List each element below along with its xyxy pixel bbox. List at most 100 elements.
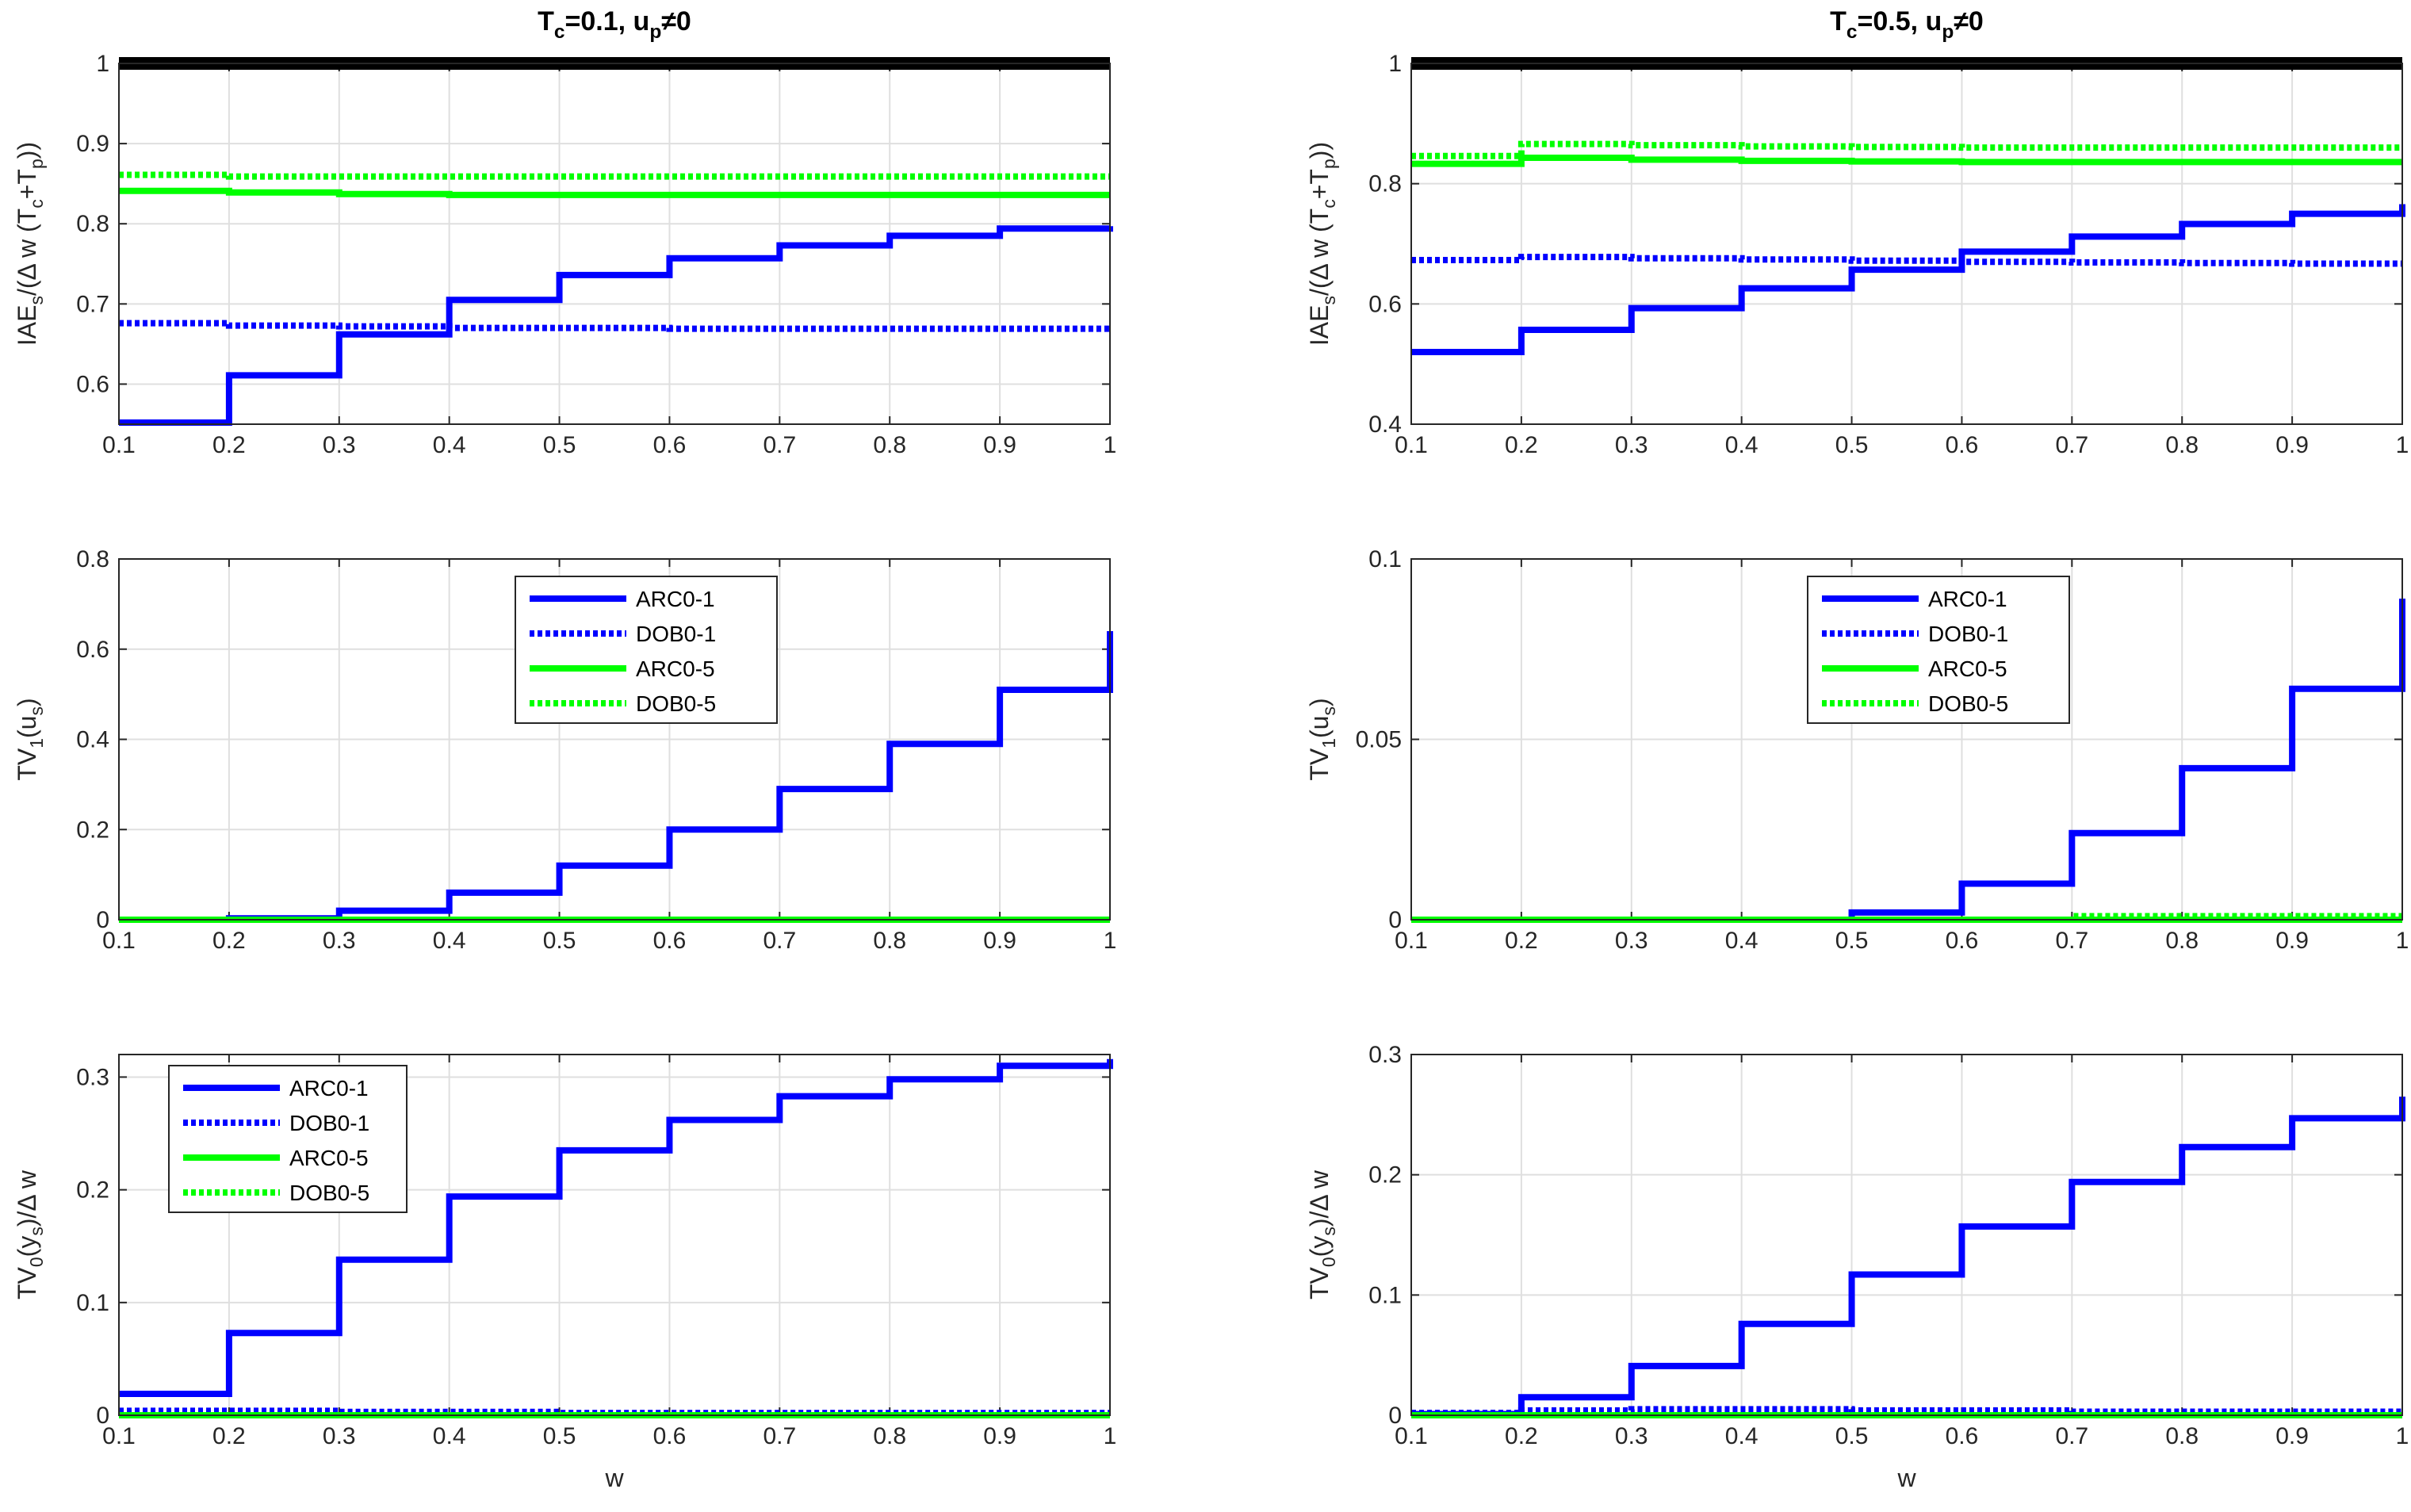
y-axis-label: TV0(ys)/Δ w [13, 1169, 47, 1300]
legend-label: DOB0-5 [289, 1181, 369, 1205]
axes-frame [1410, 63, 2403, 425]
series-line-arc0-1 [1411, 204, 2405, 355]
x-tick-label: 0.1 [1395, 1423, 1428, 1449]
x-tick-label: 1 [1104, 1423, 1117, 1449]
x-tick-label: 0.3 [323, 1423, 356, 1449]
subplot-left-mid: 0.1 0.2 0.3 0.4 0.5 0.6 0.7 0.8 0.9 1 0 0.2 0.4 0.6 0.… [13, 546, 1116, 954]
subplot-left-top: 0.1 0.2 0.3 0.4 0.5 0.6 0.7 0.8 0.9 1 0.6 0.7 0.8 0.9… [13, 6, 1116, 458]
series-line-arc0-1 [1411, 1097, 2405, 1418]
subplot-left-bot: 0.1 0.2 0.3 0.4 0.5 0.6 0.7 0.8 0.9 100.10.20.3TV… [13, 1054, 1117, 1492]
y-tick-label: 1 [1388, 51, 1402, 77]
y-tick-label: 0.6 [76, 371, 109, 397]
legend-label: DOB0-1 [636, 622, 716, 646]
series-line-dob0-1 [1411, 254, 2402, 267]
x-tick-label: 0.6 [653, 432, 687, 458]
x-tick-label: 0.1 [102, 1423, 136, 1449]
y-tick-label: 0.05 [1356, 727, 1402, 753]
text-part: ) [13, 698, 41, 706]
y-tick-label: 0.4 [1368, 411, 1402, 438]
x-tick-label: 0.5 [1835, 928, 1869, 954]
legend-label: DOB0-1 [1928, 622, 2008, 646]
text-part: IAE [13, 305, 41, 346]
text-part: /(Δ w (T [13, 209, 41, 296]
x-tick-label: 1 [2396, 1423, 2409, 1449]
x-tick-label: 0.8 [2165, 928, 2199, 954]
text-part: =0.5, u [1858, 6, 1942, 36]
x-tick-label: 0.1 [1395, 432, 1428, 458]
text-part: (u [1305, 716, 1334, 738]
y-axis-label: TV0(ys)/Δ w [1305, 1169, 1339, 1300]
subplot-right-bot: 0.1 0.2 0.3 0.4 0.5 0.6 0.7 0.8 0.9 100.10.20.3TV… [1305, 1042, 2409, 1492]
y-tick-label: 0.1 [1368, 546, 1402, 572]
legend: ARC0-1 DOB0-1 ARC0-5 DOB0-5 [1807, 576, 2070, 724]
subscript: s [1318, 706, 1339, 716]
subscript: p [26, 159, 47, 169]
subscript: p [1318, 159, 1339, 169]
y-tick-label: 0.2 [1368, 1162, 1402, 1189]
legend-label: DOB0-1 [289, 1111, 369, 1135]
subscript: c [26, 199, 47, 209]
y-tick-label: 0.8 [1368, 171, 1402, 197]
text-part: (u [13, 716, 41, 738]
x-axis-label: w [604, 1464, 624, 1492]
x-tick-label: 0.2 [1505, 928, 1538, 954]
subscript: c [1318, 199, 1339, 209]
axes-frame [118, 63, 1111, 425]
x-tick-label: 0.5 [1835, 432, 1869, 458]
y-tick-label: 0.2 [76, 817, 109, 843]
legend-label: ARC0-1 [289, 1076, 369, 1101]
x-tick-label: 0.7 [763, 1423, 796, 1449]
y-tick-label: 0 [1388, 1403, 1402, 1429]
series-line-dob0-1 [1411, 1406, 2402, 1416]
x-tick-label: 0.4 [1725, 1423, 1758, 1449]
series-line-dob0-5 [1411, 140, 2402, 159]
text-part: T [538, 6, 554, 36]
subscript: s [26, 296, 47, 305]
x-tick-label: 0.8 [2165, 432, 2199, 458]
text-part: =0.1, u [565, 6, 650, 36]
x-tick-label: 0.8 [2165, 1423, 2199, 1449]
subscript: 0 [26, 1257, 47, 1267]
y-tick-label: 0.6 [1368, 291, 1402, 317]
text-part: +T [1305, 169, 1334, 199]
x-tick-label: 0.2 [1505, 432, 1538, 458]
y-tick-label: 0 [1388, 907, 1402, 933]
y-tick-label: 0.1 [1368, 1282, 1402, 1308]
subplot-right-top: 0.1 0.2 0.3 0.4 0.5 0.6 0.7 0.8 0.9 1 0.4 0.6 0.8 1 IA… [1305, 6, 2409, 458]
text-part: )) [1305, 142, 1334, 159]
y-tick-label: 0.6 [76, 637, 109, 663]
text-part: (y [13, 1236, 41, 1257]
x-tick-label: 0.5 [543, 432, 576, 458]
subscript: s [1318, 1227, 1339, 1236]
text-part: )) [13, 142, 41, 159]
x-tick-label: 0.6 [653, 1423, 687, 1449]
x-tick-label: 0.2 [212, 928, 246, 954]
chart-title: Tc=0.1, up≠0 [538, 6, 691, 43]
series-line-dob0-5 [119, 171, 1110, 180]
text-part: +T [13, 169, 41, 199]
x-tick-label: 0.4 [1725, 432, 1758, 458]
x-tick-label: 0.5 [1835, 1423, 1869, 1449]
chart-title: Tc=0.5, up≠0 [1830, 6, 1984, 43]
series-line-arc0-1 [119, 1058, 1113, 1397]
series-line-arc0-5 [119, 187, 1110, 198]
y-tick-label: 0.1 [76, 1290, 109, 1316]
y-axis-label: TV1(us) [13, 698, 47, 780]
x-tick-label: 0.1 [1395, 928, 1428, 954]
legend-label: DOB0-5 [1928, 691, 2008, 716]
text-part: ) [1305, 698, 1334, 706]
x-tick-label: 0.2 [1505, 1423, 1538, 1449]
text-part: ≠0 [661, 6, 691, 36]
x-tick-label: 0.3 [323, 928, 356, 954]
subscript: c [554, 21, 565, 43]
x-tick-label: 0.2 [212, 432, 246, 458]
text-part: TV [1305, 1266, 1334, 1300]
x-tick-label: 0.4 [433, 432, 466, 458]
text-part: /(Δ w (T [1305, 209, 1334, 296]
axes-frame [118, 558, 1111, 921]
subplot-right-mid: 0.1 0.2 0.3 0.4 0.5 0.6 0.7 0.8 0.9 100.050.1TV1(… [1305, 546, 2409, 954]
y-axis-label: IAEs/(Δ w (Tc+Tp)) [1305, 142, 1339, 346]
text-part: T [1830, 6, 1847, 36]
y-tick-label: 0 [96, 1403, 109, 1429]
subscript: 1 [26, 738, 47, 748]
